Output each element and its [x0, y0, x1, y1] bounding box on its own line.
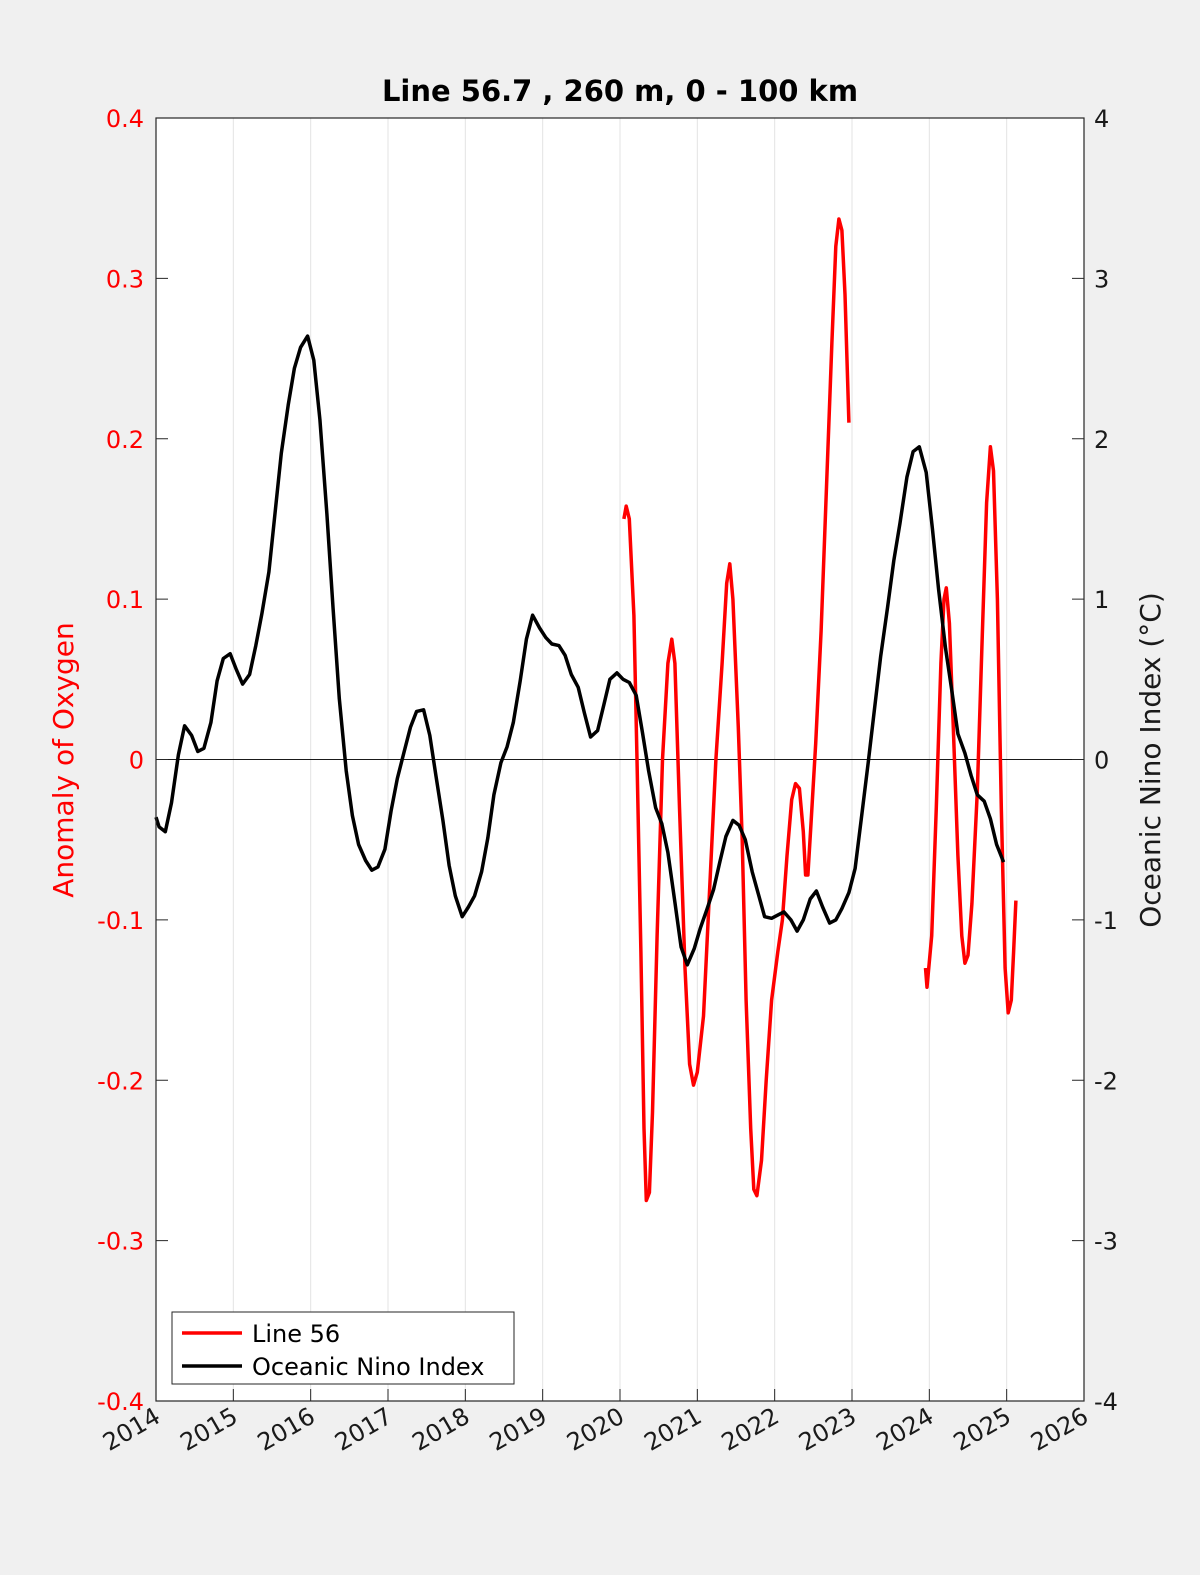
y-left-tick-label: -0.3 [97, 1228, 144, 1256]
y-left-tick-label: -0.4 [97, 1388, 144, 1416]
right-axis-title: Oceanic Nino Index (°C) [1134, 592, 1167, 928]
y-left-tick-label: 0 [129, 747, 144, 775]
x-tick-label: 2023 [794, 1402, 861, 1457]
left-axis-title: Anomaly of Oxygen [47, 622, 80, 898]
x-tick-label: 2021 [639, 1402, 706, 1457]
legend-box [171, 1311, 515, 1385]
y-left-tick-label: -0.1 [97, 907, 144, 935]
y-right-tick-label: -2 [1094, 1067, 1118, 1095]
y-left-tick-label: -0.2 [97, 1067, 144, 1095]
x-tick-label: 2020 [562, 1402, 629, 1457]
x-tick-label: 2017 [330, 1402, 397, 1457]
y-right-tick-label: 3 [1094, 265, 1109, 293]
legend-label-oni: Oceanic Nino Index [252, 1353, 484, 1381]
x-tick-label: 2024 [871, 1402, 938, 1457]
y-right-tick-label: 2 [1094, 426, 1109, 454]
x-tick-label: 2026 [1026, 1402, 1093, 1457]
x-tick-label: 2015 [175, 1402, 242, 1457]
y-left-tick-label: 0.2 [106, 426, 144, 454]
y-right-tick-label: 4 [1094, 105, 1109, 133]
oni-series-segment-0 [154, 334, 1006, 967]
y-right-tick-label: 1 [1094, 586, 1109, 614]
line56-series-segment-0 [622, 217, 851, 1203]
y-right-tick-label: 0 [1094, 747, 1109, 775]
y-right-tick-label: -1 [1094, 907, 1118, 935]
x-tick-label: 2019 [485, 1402, 552, 1457]
x-tick-label: 2022 [717, 1402, 784, 1457]
line56-series-segment-1 [923, 445, 1018, 1015]
series-layer [154, 217, 1018, 1203]
legend: Line 56 Oceanic Nino Index [171, 1311, 515, 1385]
legend-label-line56: Line 56 [252, 1320, 340, 1348]
y-left-tick-label: 0.4 [106, 105, 144, 133]
y-right-tick-label: -3 [1094, 1228, 1118, 1256]
x-tick-label: 2018 [407, 1402, 474, 1457]
chart-title: Line 56.7 , 260 m, 0 - 100 km [382, 74, 858, 108]
x-tick-label: 2016 [253, 1402, 320, 1457]
y-left-tick-label: 0.1 [106, 586, 144, 614]
x-tick-label: 2025 [949, 1402, 1016, 1457]
y-left-tick-label: 0.3 [106, 265, 144, 293]
y-right-tick-label: -4 [1094, 1388, 1118, 1416]
